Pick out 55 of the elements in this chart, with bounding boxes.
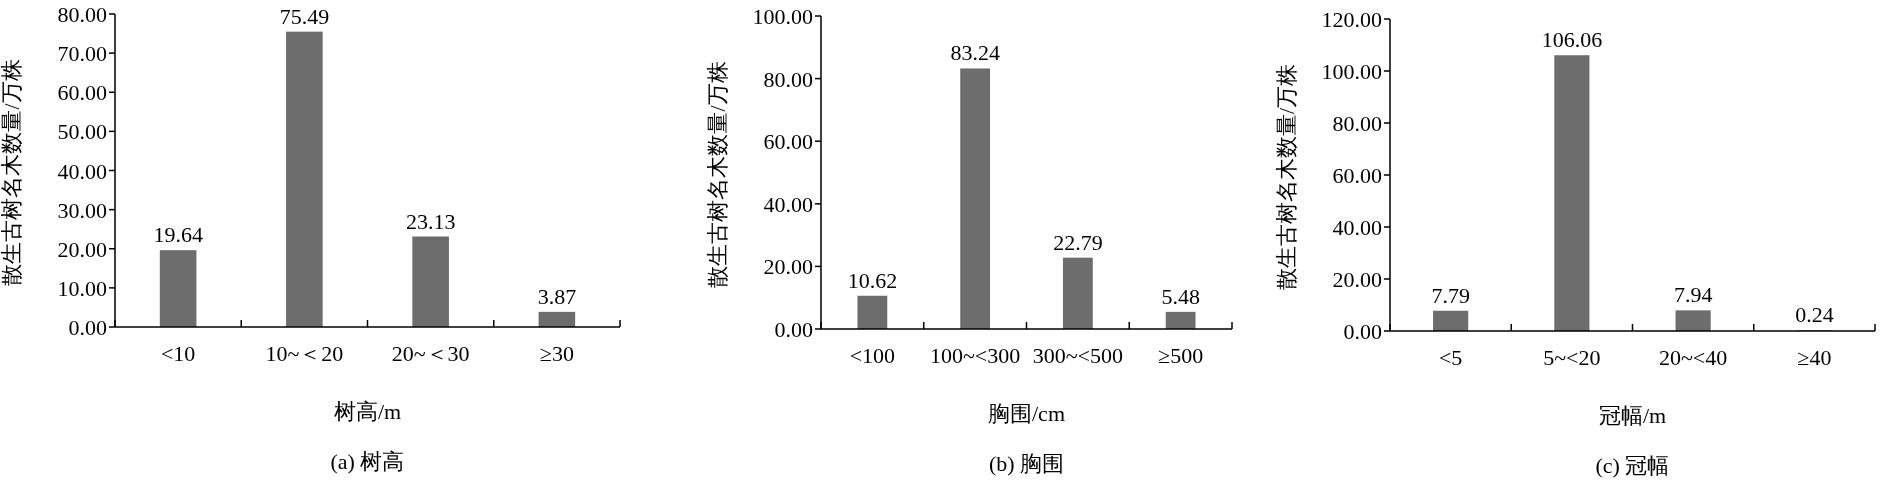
data-label: 7.79	[1431, 282, 1470, 308]
x-tick-label: ≥500	[1158, 343, 1204, 368]
y-tick-label: 70.00	[57, 41, 107, 67]
x-axis-title: 冠幅/m	[1598, 403, 1667, 428]
y-tick-label: 0.00	[68, 315, 107, 340]
y-tick-label: 20.00	[57, 236, 107, 262]
x-tick-label: 300~<500	[1032, 343, 1124, 368]
x-tick-label: ≥40	[1797, 345, 1832, 370]
y-tick-label: 0.00	[1343, 319, 1382, 344]
y-tick-label: 80.00	[763, 66, 813, 92]
y-tick-label: 60.00	[1332, 163, 1382, 188]
x-tick-label: 20~＜30	[391, 341, 470, 366]
x-tick-label: ≥30	[539, 341, 574, 366]
y-axis-title: 散生古树名木数量/万株	[1274, 63, 1299, 291]
y-tick-label: 40.00	[57, 158, 107, 184]
data-label: 23.13	[405, 208, 456, 234]
x-tick-label: 100~<300	[929, 343, 1021, 368]
x-tick-label: <5	[1438, 345, 1463, 370]
data-label: 7.94	[1673, 282, 1713, 308]
data-label: 3.87	[537, 283, 577, 309]
text: (a) 树高	[330, 449, 405, 474]
y-tick-label: 80.00	[1332, 111, 1382, 136]
y-tick-label: 100.00	[752, 4, 813, 29]
data-label: 75.49	[279, 3, 330, 29]
x-tick-label: <100	[849, 343, 896, 368]
y-axis-title: 散生古树名木数量/万株	[705, 61, 730, 288]
y-tick-label: 80.00	[57, 2, 107, 27]
x-tick-label: <10	[160, 341, 196, 366]
x-axis-title: 胸围/cm	[988, 401, 1065, 426]
data-label: 22.79	[1053, 229, 1103, 255]
text: (c) 冠幅	[1595, 453, 1670, 478]
y-tick-label: 0.00	[774, 317, 813, 342]
y-tick-label: 20.00	[763, 254, 813, 280]
y-tick-label: 120.00	[1321, 7, 1382, 32]
x-axis-title: 树高/m	[333, 399, 402, 424]
data-label: 5.48	[1161, 283, 1200, 309]
data-label: 19.64	[153, 222, 203, 248]
x-tick-label: 10~＜20	[265, 341, 344, 366]
y-axis-title: 散生古树名木数量/万株	[0, 59, 24, 286]
y-tick-label: 40.00	[1332, 215, 1382, 240]
y-tick-label: 50.00	[57, 119, 107, 145]
y-tick-label: 100.00	[1321, 59, 1382, 84]
x-tick-label: 20~<40	[1658, 345, 1728, 370]
y-tick-label: 30.00	[57, 197, 107, 223]
data-label: 83.24	[950, 40, 1000, 66]
y-tick-label: 60.00	[763, 129, 813, 155]
x-tick-label: 5~<20	[1543, 345, 1601, 370]
data-label: 0.24	[1795, 302, 1834, 328]
data-label: 10.62	[847, 267, 898, 293]
y-tick-label: 60.00	[57, 80, 107, 106]
text: (b) 胸围	[988, 451, 1065, 476]
y-tick-label: 10.00	[57, 275, 107, 301]
y-tick-label: 20.00	[1332, 267, 1382, 292]
data-label: 106.06	[1541, 27, 1603, 53]
y-tick-label: 40.00	[763, 191, 813, 217]
